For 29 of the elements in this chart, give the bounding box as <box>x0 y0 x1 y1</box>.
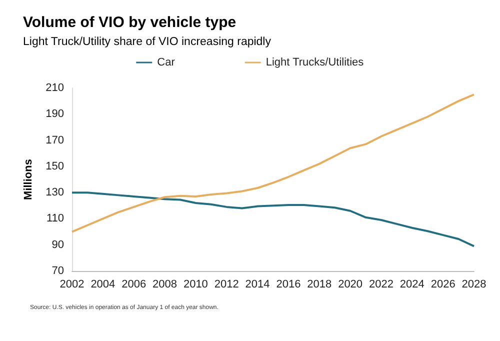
legend-label: Car <box>157 56 176 68</box>
y-tick-label: 90 <box>52 238 64 251</box>
line-series <box>71 94 475 233</box>
x-tick-label: 2014 <box>245 278 270 290</box>
x-tick-label: 2022 <box>368 278 394 290</box>
legend-label: Light Trucks/Utilities <box>266 56 364 68</box>
chart-title: Volume of VIO by vehicle type <box>23 14 236 31</box>
chart-subtitle: Light Truck/Utility share of VIO increasing rapidly <box>23 36 272 48</box>
x-tick-label: 2028 <box>462 278 486 290</box>
line-series <box>71 192 475 248</box>
x-tick-label: 2018 <box>307 278 332 290</box>
x-tick-label: 2008 <box>152 278 178 290</box>
y-tick-label: 70 <box>52 265 64 277</box>
x-tick-label: 2024 <box>400 278 424 290</box>
y-tick-label: 190 <box>46 108 64 120</box>
x-tick-label: 2006 <box>122 278 146 290</box>
y-axis-title: Millions <box>22 159 34 200</box>
y-tick-label: 170 <box>46 134 64 146</box>
y-tick-label: 130 <box>46 186 64 199</box>
x-tick-label: 2012 <box>214 278 239 290</box>
x-tick-label: 2020 <box>338 278 363 290</box>
y-tick-label: 110 <box>46 212 64 225</box>
x-tick-label: 2004 <box>90 278 116 290</box>
y-tick-label: 210 <box>46 82 64 94</box>
x-tick-label: 2016 <box>276 278 301 290</box>
x-tick-label: 2026 <box>430 278 456 290</box>
x-tick-label: 2002 <box>60 278 84 290</box>
y-tick-label: 150 <box>46 160 64 172</box>
x-tick-label: 2010 <box>183 278 208 290</box>
